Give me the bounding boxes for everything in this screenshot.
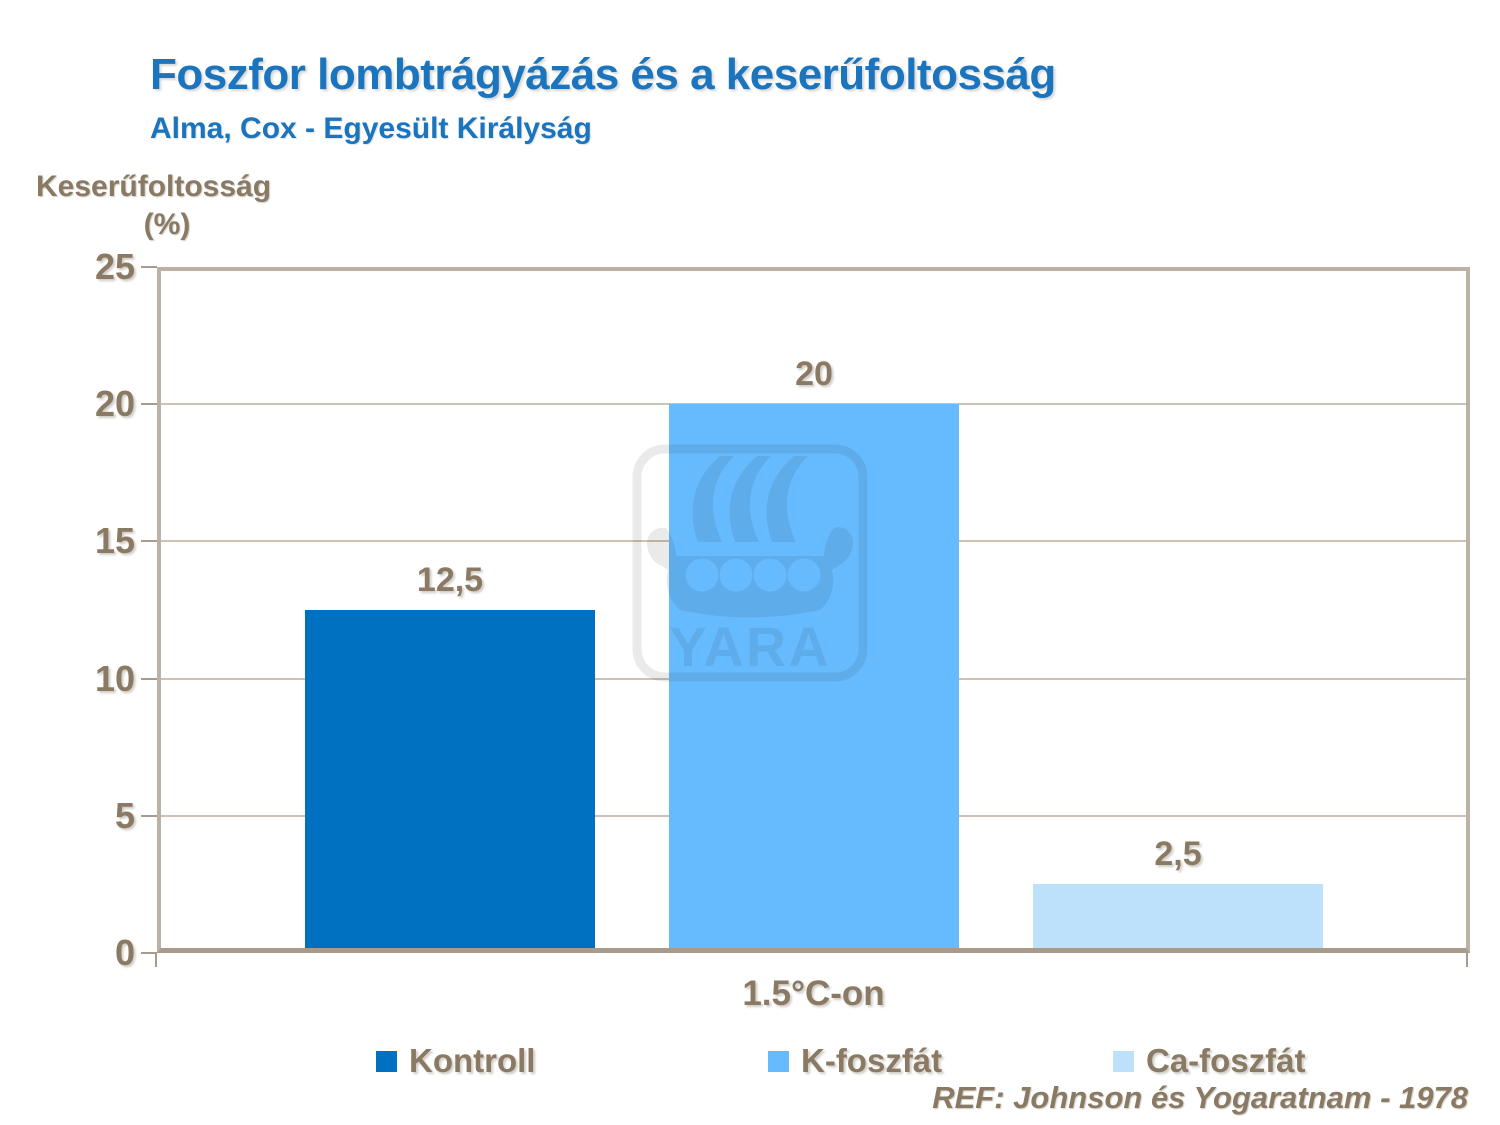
legend-label-Kontroll: Kontroll: [409, 1042, 536, 1079]
plot-area: 12,5 20 2,5: [157, 267, 1470, 953]
y-tick-mark-20: [141, 403, 157, 405]
y-tick-label-10: 10: [94, 658, 135, 699]
y-tick-mark-0: [141, 952, 157, 954]
y-tick-mark-15: [141, 540, 157, 542]
y-tick-mark-5: [141, 815, 157, 817]
y-tick-label-5: 5: [114, 795, 135, 836]
bar-Ca-foszfát: [1033, 884, 1323, 953]
x-category-label: 1.5°C-on: [742, 974, 885, 1013]
legend-swatch-Kontroll: [376, 1050, 397, 1072]
chart-title: Foszfor lombtrágyázás és a keserűfoltoss…: [150, 50, 1056, 99]
y-axis-title-line1: Keserűfoltosság: [36, 170, 272, 203]
legend-swatch-K-foszfát: [768, 1050, 789, 1072]
bar-K-foszfát: [669, 404, 959, 953]
y-tick-label-15: 15: [94, 520, 135, 561]
chart-legend: Kontroll K-foszfát Ca-foszfát: [0, 1038, 1500, 1084]
y-tick-mark-10: [141, 678, 157, 680]
y-tick-label-25: 25: [94, 246, 135, 287]
y-tick-mark-25: [141, 266, 157, 268]
x-axis-tick-right: [1466, 953, 1468, 967]
y-axis-title: Keserűfoltosság (%): [36, 168, 298, 244]
reference-citation: REF: Johnson és Yogaratnam - 1978: [932, 1080, 1468, 1115]
bar-Kontroll: [305, 610, 595, 953]
legend-label-K-foszfát: K-foszfát: [801, 1042, 943, 1079]
legend-label-Ca-foszfát: Ca-foszfát: [1146, 1042, 1306, 1079]
legend-item-Kontroll: Kontroll: [376, 1038, 535, 1084]
legend-item-K-foszfát: K-foszfát: [768, 1038, 942, 1084]
y-tick-label-0: 0: [114, 932, 135, 973]
y-axis-title-line2: (%): [143, 208, 191, 241]
y-tick-label-20: 20: [94, 383, 135, 424]
legend-item-Ca-foszfát: Ca-foszfát: [1113, 1038, 1306, 1084]
x-axis-tick-left: [155, 953, 157, 967]
bar-value-label-Kontroll: 12,5: [416, 561, 484, 599]
bar-value-label-Ca-foszfát: 2,5: [1154, 835, 1202, 873]
legend-swatch-Ca-foszfát: [1113, 1050, 1134, 1072]
bar-value-label-K-foszfát: 20: [795, 355, 833, 393]
chart-subtitle: Alma, Cox - Egyesült Királyság: [150, 112, 592, 145]
